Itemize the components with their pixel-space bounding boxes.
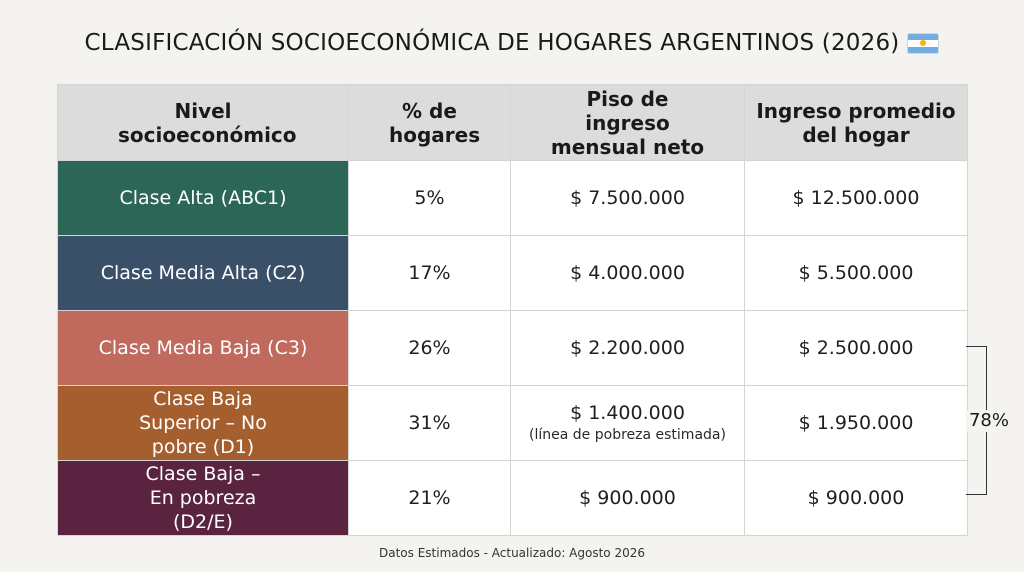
header-floor: Piso de ingreso mensual neto bbox=[510, 84, 745, 161]
table-row: Clase Media Alta (C2) 17% $ 4.000.000 $ … bbox=[57, 235, 968, 311]
floor-value: $ 1.400.000 bbox=[570, 402, 685, 424]
table-row: Clase Alta (ABC1) 5% $ 7.500.000 $ 12.50… bbox=[57, 160, 968, 236]
table-row: Clase Baja Superior – No pobre (D1) 31% … bbox=[57, 385, 968, 461]
argentina-flag-icon bbox=[907, 32, 940, 54]
avg-cell: $ 900.000 bbox=[744, 460, 968, 536]
title-text: CLASIFICACIÓN SOCIOECONÓMICA DE HOGARES … bbox=[84, 30, 900, 56]
avg-cell: $ 12.500.000 bbox=[744, 160, 968, 236]
header-level: Nivel socioeconómico bbox=[57, 84, 349, 161]
footer-note: Datos Estimados - Actualizado: Agosto 20… bbox=[378, 546, 645, 560]
table-row: Clase Baja – En pobreza (D2/E) 21% $ 900… bbox=[57, 460, 968, 536]
floor-cell: $ 7.500.000 bbox=[510, 160, 745, 236]
pct-cell: 31% bbox=[348, 385, 511, 461]
socioeconomic-table: Nivel socioeconómico % de hogares Piso d… bbox=[57, 84, 968, 536]
header-pct: % de hogares bbox=[348, 84, 511, 161]
avg-cell: $ 2.500.000 bbox=[744, 310, 968, 386]
level-cell: Clase Baja Superior – No pobre (D1) bbox=[57, 385, 349, 461]
page-title: CLASIFICACIÓN SOCIOECONÓMICA DE HOGARES … bbox=[0, 30, 1024, 56]
floor-cell: $ 900.000 bbox=[510, 460, 745, 536]
level-cell: Clase Media Alta (C2) bbox=[57, 235, 349, 311]
level-cell: Clase Alta (ABC1) bbox=[57, 160, 349, 236]
table-header-row: Nivel socioeconómico % de hogares Piso d… bbox=[57, 84, 968, 161]
floor-cell: $ 1.400.000 (línea de pobreza estimada) bbox=[510, 385, 745, 461]
floor-cell: $ 4.000.000 bbox=[510, 235, 745, 311]
poverty-line-note: (línea de pobreza estimada) bbox=[529, 427, 726, 443]
pct-cell: 21% bbox=[348, 460, 511, 536]
avg-cell: $ 5.500.000 bbox=[744, 235, 968, 311]
header-avg: Ingreso promedio del hogar bbox=[744, 84, 968, 161]
pct-cell: 5% bbox=[348, 160, 511, 236]
pct-cell: 26% bbox=[348, 310, 511, 386]
bracket-label: 78% bbox=[966, 410, 1012, 432]
avg-cell: $ 1.950.000 bbox=[744, 385, 968, 461]
level-cell: Clase Baja – En pobreza (D2/E) bbox=[57, 460, 349, 536]
table-row: Clase Media Baja (C3) 26% $ 2.200.000 $ … bbox=[57, 310, 968, 386]
level-cell: Clase Media Baja (C3) bbox=[57, 310, 349, 386]
floor-cell: $ 2.200.000 bbox=[510, 310, 745, 386]
level-text: Clase Baja Superior – No pobre (D1) bbox=[139, 388, 267, 458]
pct-cell: 17% bbox=[348, 235, 511, 311]
level-text: Clase Baja – En pobreza (D2/E) bbox=[145, 463, 261, 533]
